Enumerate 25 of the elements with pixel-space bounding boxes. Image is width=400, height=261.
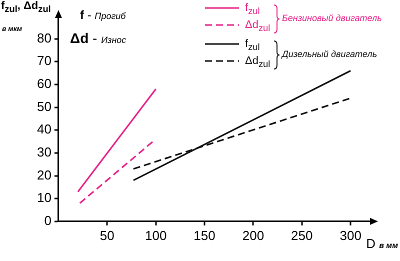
x-axis-title: D в мм (366, 236, 398, 251)
y-tick-label: 70 (36, 53, 52, 68)
y-tick-label: 60 (36, 76, 52, 92)
legend-label: f$_{zul}$ (245, 2, 260, 16)
legend-label: Δd$_{zul}$ (245, 19, 270, 34)
annotation: f - Прогиб (80, 8, 126, 22)
y-axis-title: f$_{zul}$, Δd$_{zul}$ (1, 0, 51, 14)
x-tick-label: 250 (291, 228, 313, 243)
legend-label: Δd$_{zul}$ (245, 55, 270, 70)
y-tick-label: 80 (36, 30, 52, 46)
y-tick-label: 40 (36, 122, 52, 137)
y-tick-label: 10 (36, 190, 52, 206)
x-tick-label: 300 (340, 228, 362, 243)
annotation: Бензиновый двигатель (282, 13, 382, 23)
annotation: Дизельный двигатель (282, 49, 378, 59)
y-tick-label: 50 (36, 98, 52, 114)
y-tick-label: 0 (44, 212, 52, 228)
annotation: Δd - Износ (70, 30, 126, 46)
x-tick-label: 100 (144, 228, 167, 243)
x-tick-label: 50 (100, 228, 114, 243)
legend-label: f$_{zul}$ (245, 38, 260, 52)
x-tick-label: 150 (194, 228, 216, 243)
y-tick-label: 30 (36, 144, 52, 160)
x-tick-label: 200 (242, 228, 264, 243)
y-tick-label: 20 (36, 167, 52, 182)
